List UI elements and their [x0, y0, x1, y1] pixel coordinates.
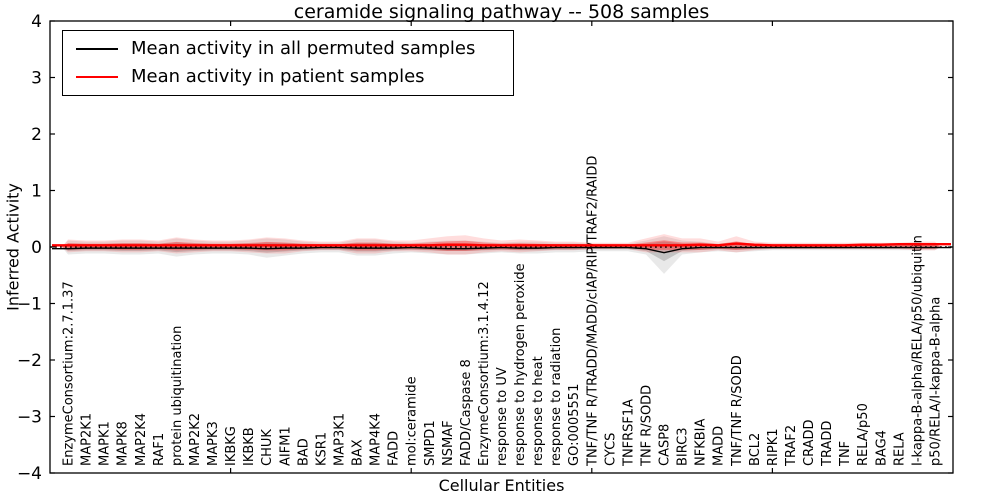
- x-tick-label: RELA: [892, 432, 907, 466]
- x-tick-label: MAP2K4: [134, 413, 149, 466]
- x-tick-label: mol:ceramide: [405, 376, 420, 466]
- x-tick-label: MADD: [712, 426, 727, 466]
- x-tick-label: response to UV: [495, 367, 510, 466]
- x-tick-label: response to radiation: [549, 328, 564, 466]
- x-tick-label: MAP4K4: [369, 413, 384, 466]
- x-tick-label: MAPK3: [206, 421, 221, 466]
- x-tick-label: MAPK8: [116, 421, 131, 466]
- x-tick-label: MAP2K2: [188, 413, 203, 466]
- x-tick-label: CASP8: [658, 424, 673, 466]
- legend-line-patient-icon: [76, 75, 118, 78]
- x-tick-label: CRADD: [802, 420, 817, 467]
- x-tick-label: RIPK1: [766, 428, 781, 466]
- x-tick-label: FADD/Caspase 8: [459, 359, 474, 466]
- x-axis-label: Cellular Entities: [438, 476, 565, 495]
- x-tick-label: CHUK: [260, 429, 275, 466]
- x-tick-label: RELA/p50: [856, 403, 871, 466]
- y-tick-label: −1: [17, 295, 42, 315]
- x-tick-label: CYCS: [603, 433, 618, 466]
- x-tick-label: I-kappa-B-alpha/RELA/p50/ubiquitin: [910, 235, 925, 466]
- legend-item-permuted: Mean activity in all permuted samples: [63, 37, 513, 61]
- x-tick-label: SMPD1: [423, 420, 438, 466]
- x-tick-label: BIRC3: [676, 428, 691, 467]
- x-tick-label: BAG4: [874, 430, 889, 466]
- x-tick-label: TNFRSF1A: [621, 399, 636, 467]
- x-tick-label: IKBKG: [224, 426, 239, 466]
- x-tick-label: MAP2K1: [80, 413, 95, 466]
- x-tick-label: IKBKB: [242, 427, 257, 466]
- x-tick-label: protein ubiquitination: [170, 326, 185, 466]
- x-tick-label: GO:0005551: [567, 384, 582, 466]
- y-tick-label: −2: [17, 351, 42, 371]
- x-tick-label: BAX: [351, 439, 366, 466]
- y-tick-label: 0: [31, 238, 42, 258]
- y-tick-label: 4: [31, 12, 42, 32]
- y-tick-label: 3: [31, 69, 42, 89]
- legend-label-permuted: Mean activity in all permuted samples: [131, 38, 476, 60]
- patient-mean-line: [52, 242, 951, 247]
- x-tick-label: TNF/TNF R/TRADD/MADD/cIAP/RIP/TRAF2/RAID…: [585, 156, 600, 467]
- x-tick-label: response to heat: [531, 356, 546, 466]
- x-tick-label: EnzymeConsortium:2.7.1.37: [62, 281, 77, 466]
- x-tick-label: TNF R/SODD: [639, 385, 654, 467]
- x-tick-label: NSMAF: [441, 420, 456, 466]
- x-tick-label: TNF: [838, 441, 853, 467]
- legend-line-permuted-icon: [76, 48, 118, 51]
- x-tick-label: p50/RELA/I-kappa-B-alpha: [928, 297, 943, 466]
- x-tick-label: response to hydrogen peroxide: [513, 263, 528, 466]
- y-tick-label: 2: [31, 125, 42, 145]
- x-tick-label: TRAF2: [784, 425, 799, 467]
- x-tick-label: TRADD: [820, 421, 835, 467]
- x-tick-label: MAP3K1: [332, 413, 347, 466]
- x-tick-label: EnzymeConsortium:3.1.4.12: [477, 281, 492, 466]
- chart-title: ceramide signaling pathway -- 508 sample…: [293, 1, 710, 23]
- x-tick-label: MAPK1: [98, 421, 113, 466]
- legend-label-patient: Mean activity in patient samples: [131, 65, 425, 87]
- y-tick-label: −3: [17, 408, 42, 428]
- x-tick-label: BCL2: [748, 433, 763, 466]
- x-tick-label: FADD: [387, 431, 402, 466]
- x-tick-label: KSR1: [314, 432, 329, 466]
- x-tick-label: BAD: [296, 438, 311, 466]
- y-tick-label: −4: [17, 464, 42, 484]
- x-tick-label: NFKBIA: [694, 419, 709, 466]
- y-tick-label: 1: [31, 182, 42, 202]
- x-tick-label: RAF1: [152, 433, 167, 466]
- legend: Mean activity in all permuted samples Me…: [62, 30, 514, 96]
- x-tick-label: AIFM1: [278, 426, 293, 466]
- x-tick-label: TNF/TNF R/SODD: [730, 355, 745, 467]
- legend-item-patient: Mean activity in patient samples: [63, 65, 513, 89]
